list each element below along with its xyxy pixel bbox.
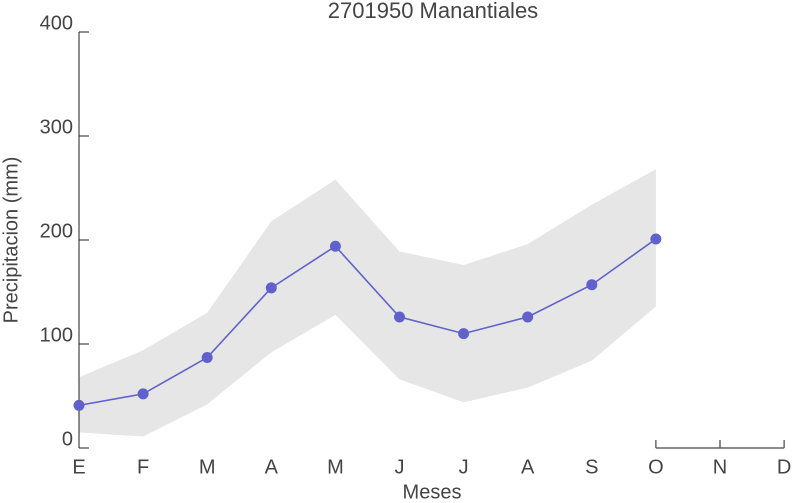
y-tick-label: 0 — [62, 428, 73, 450]
data-point — [522, 311, 534, 323]
x-tick-label: D — [777, 456, 791, 478]
data-point — [137, 388, 149, 400]
x-tick-label: M — [327, 456, 344, 478]
x-tick-label: A — [265, 456, 279, 478]
x-tick-label: A — [521, 456, 535, 478]
data-point — [586, 279, 598, 291]
chart-title: 2701950 Manantiales — [328, 0, 538, 23]
y-axis-label: Precipitacion (mm) — [0, 157, 22, 324]
data-point — [394, 311, 405, 323]
series-line — [78, 238, 657, 407]
y-tick-label: 100 — [40, 324, 73, 346]
data-point — [458, 328, 470, 340]
range-band — [79, 169, 656, 437]
y-tick-label: 200 — [40, 220, 73, 242]
x-tick-label: S — [585, 456, 598, 478]
x-tick-label: J — [459, 456, 469, 478]
x-tick-label: M — [199, 456, 216, 478]
x-axis-label: Meses — [403, 481, 462, 503]
x-tick-label: J — [395, 456, 405, 478]
x-tick-label: N — [713, 456, 727, 478]
x-tick-label: O — [648, 456, 664, 478]
x-tick-label: E — [72, 456, 85, 478]
x-tick-label: F — [137, 456, 149, 478]
data-point — [650, 233, 662, 245]
data-point — [201, 352, 213, 364]
data-point — [73, 399, 85, 411]
y-tick-label: 400 — [40, 12, 73, 34]
data-point — [329, 240, 341, 252]
y-tick-label: 300 — [40, 116, 73, 138]
data-point — [265, 282, 277, 294]
